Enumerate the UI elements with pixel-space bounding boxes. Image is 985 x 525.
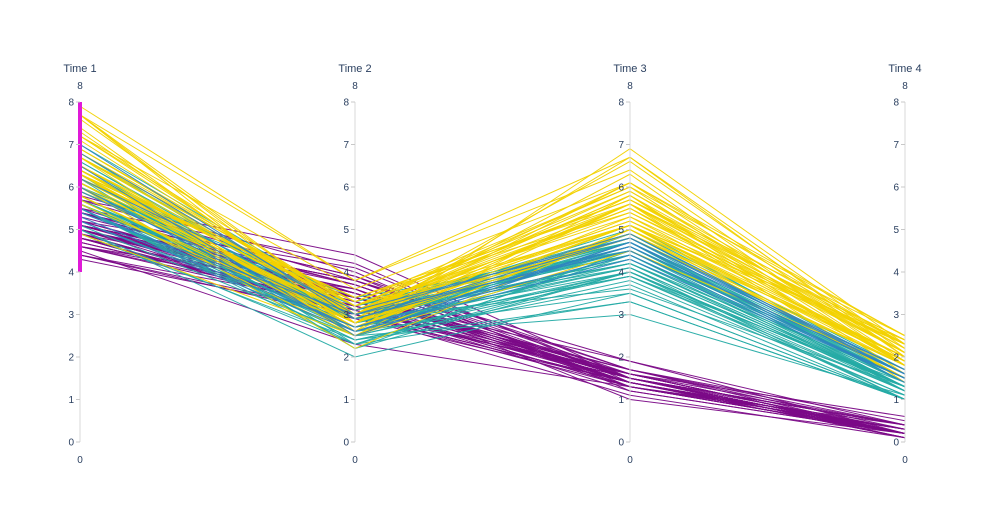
axis-tick-label: 8 (893, 98, 899, 109)
series-line-yellow-32 (79, 169, 906, 349)
axis-range-max-label: 8 (352, 81, 358, 92)
series-line-yellow-48 (79, 178, 906, 345)
series-line-blue-9 (79, 152, 906, 375)
series-line-yellow-22 (79, 114, 906, 358)
axis-title[interactable]: Time 2 (338, 63, 371, 75)
axis-tick-label: 8 (343, 98, 349, 109)
axis-range-max-label: 8 (902, 81, 908, 92)
axis-tick-label: 3 (893, 310, 899, 321)
axis-title[interactable]: Time 1 (63, 63, 96, 75)
axis-2[interactable]: Time 2 8 00 1 2 3 4 5 6 7 8 (338, 63, 371, 466)
axis-tick-label: 0 (893, 438, 899, 449)
series-line-blue-8 (79, 216, 906, 379)
axis-tick-label: 3 (343, 310, 349, 321)
axis-tick-label: 3 (68, 310, 74, 321)
axis-range-min-label: 0 (77, 455, 83, 466)
series-line-yellow-49 (79, 190, 906, 366)
axis-tick-label: 5 (68, 225, 74, 236)
axis-tick-label: 0 (343, 438, 349, 449)
axis-tick-label: 7 (343, 140, 349, 151)
axis-tick-label: 8 (68, 98, 74, 109)
series-line-yellow-42 (79, 195, 906, 362)
axis-tick-label: 1 (68, 395, 74, 406)
axis-title[interactable]: Time 4 (888, 63, 921, 75)
axis-4[interactable]: Time 4 8 00 1 2 3 4 5 6 7 8 (888, 63, 921, 466)
axis-tick-label: 8 (618, 98, 624, 109)
axis-tick-label: 6 (618, 183, 624, 194)
axis-range-max-label: 8 (77, 81, 83, 92)
axis-tick-label: 4 (68, 268, 74, 279)
series-line-yellow-47 (79, 165, 906, 358)
series-lines-layer (79, 105, 906, 439)
axis-tick-label: 4 (343, 268, 349, 279)
axis-tick-label: 7 (68, 140, 74, 151)
series-group-blue (79, 144, 906, 383)
axis-title[interactable]: Time 3 (613, 63, 646, 75)
axis-tick-label: 2 (893, 353, 899, 364)
axis-tick-label: 6 (893, 183, 899, 194)
axis-range-min-label: 0 (627, 455, 633, 466)
axis-range-min-label: 0 (352, 455, 358, 466)
series-line-yellow-17 (79, 114, 906, 349)
axis-tick-label: 0 (68, 438, 74, 449)
series-line-blue-4 (79, 220, 906, 379)
axis-tick-label: 1 (618, 395, 624, 406)
axis-tick-label: 6 (343, 183, 349, 194)
series-line-blue-6 (79, 190, 906, 375)
axis-range-min-label: 0 (902, 455, 908, 466)
axis-tick-label: 6 (68, 183, 74, 194)
series-line-teal-48 (79, 224, 906, 396)
axis-tick-label: 5 (893, 225, 899, 236)
axis-tick-label: 2 (68, 353, 74, 364)
axis-1[interactable]: Time 1 8 00 1 2 3 4 5 6 7 8 (63, 63, 96, 466)
axis-tick-label: 5 (618, 225, 624, 236)
axis-tick-label: 2 (343, 353, 349, 364)
series-line-yellow-44 (79, 156, 906, 337)
axis-tick-label: 7 (618, 140, 624, 151)
axis-tick-label: 1 (343, 395, 349, 406)
axis-tick-label: 1 (893, 395, 899, 406)
axis-tick-label: 2 (618, 353, 624, 364)
axis-tick-label: 7 (893, 140, 899, 151)
series-line-yellow-9 (79, 135, 906, 337)
axis-tick-label: 0 (618, 438, 624, 449)
axis-tick-label: 3 (618, 310, 624, 321)
axis-3[interactable]: Time 3 8 00 1 2 3 4 5 6 7 8 (613, 63, 646, 466)
axis-tick-label: 4 (618, 268, 624, 279)
axis-range-max-label: 8 (627, 81, 633, 92)
series-line-blue-5 (79, 165, 906, 371)
axis-tick-label: 4 (893, 268, 899, 279)
series-line-teal-31 (79, 207, 906, 400)
axis-tick-label: 5 (343, 225, 349, 236)
series-group-yellow (79, 105, 906, 383)
series-line-teal-43 (79, 229, 906, 400)
